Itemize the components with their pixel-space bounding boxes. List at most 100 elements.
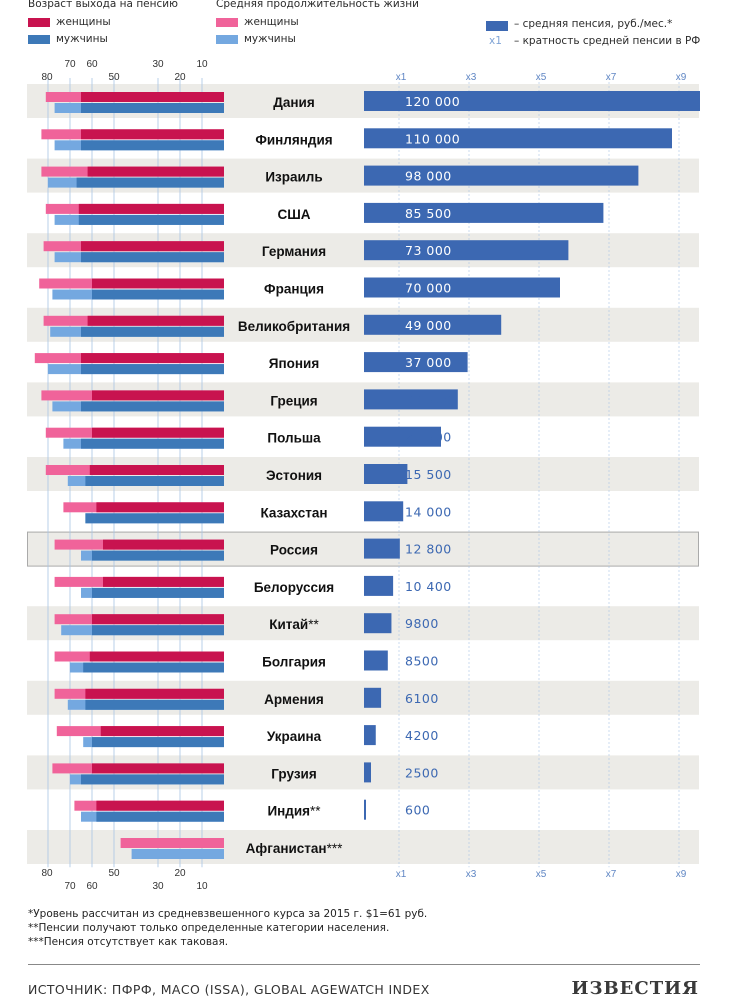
- pension-value: 6100: [405, 691, 439, 706]
- country-name: Польша: [267, 431, 321, 446]
- pension-bar: [364, 650, 388, 671]
- pension-value: 27 500: [405, 430, 452, 445]
- country-name: США: [277, 207, 310, 222]
- retire-men-bar: [92, 587, 224, 598]
- age-tick-label: 60: [86, 59, 98, 70]
- retire-men-bar: [92, 625, 224, 636]
- retire-men-bar: [85, 513, 225, 524]
- pension-legend: – средняя пенсия, руб./мес.*: [514, 18, 673, 30]
- multiple-tick-label: x3: [466, 869, 477, 880]
- country-name: Эстония: [266, 468, 322, 483]
- life-women-legend: женщины: [244, 16, 299, 28]
- izvestia-logo: ИЗВЕСТИЯ: [571, 978, 699, 999]
- retire-men-bar: [76, 177, 224, 188]
- pension-value: 2500: [405, 765, 439, 780]
- country-name: Афганистан***: [246, 841, 343, 856]
- pension-value: 12 800: [405, 542, 452, 557]
- retire-men-swatch: [28, 35, 50, 44]
- multiple-tick-label: x9: [676, 72, 687, 83]
- retire-men-bar: [81, 774, 224, 785]
- retire-women-bar: [81, 353, 224, 364]
- retire-men-bar: [81, 326, 224, 337]
- pension-bar: [364, 314, 502, 335]
- country-name: Армения: [264, 692, 324, 707]
- pension-bar: [364, 128, 672, 149]
- age-tick-label: 60: [86, 881, 98, 892]
- pension-value: 14 000: [405, 504, 452, 519]
- country-name: Франция: [264, 282, 324, 297]
- retire-women-bar: [81, 241, 224, 252]
- retire-women-bar: [103, 576, 224, 587]
- country-name: Индия**: [267, 804, 321, 819]
- age-tick-label: 20: [174, 868, 186, 879]
- retire-men-bar: [92, 737, 224, 748]
- retire-men-bar: [81, 438, 224, 449]
- age-tick-label: 50: [108, 72, 120, 83]
- retire-women-bar: [89, 651, 224, 662]
- pension-value: 10 400: [405, 579, 452, 594]
- country-name: Израиль: [265, 170, 322, 185]
- source-line: ИСТОЧНИК: ПФРФ, МАСО (ISSA), GLOBAL AGEW…: [28, 982, 430, 997]
- country-name: Белоруссия: [254, 580, 334, 595]
- retire-women-bar: [92, 427, 224, 438]
- pension-bar: [364, 202, 604, 223]
- footnote-mark: **: [310, 804, 321, 819]
- retire-women-bar: [92, 278, 224, 289]
- pension-chart: 80 70 60 50 30 20 10 x1 x3 x5 x7 x9 80 70 60 50 30 20 10 x1…: [27, 59, 700, 892]
- retire-men-bar: [92, 550, 224, 561]
- multiple-legend: – кратность средней пенсии в РФ: [514, 35, 701, 47]
- pension-bar: [364, 762, 371, 783]
- retire-women-bar: [92, 763, 224, 774]
- footnote-2: **Пенсии получают только определенные ка…: [28, 922, 390, 934]
- country-name: Грузия: [271, 766, 316, 781]
- retire-women-bar: [96, 800, 224, 811]
- pension-value: 8500: [405, 654, 439, 669]
- retire-women-bar: [81, 129, 224, 140]
- life-legend-title: Средняя продолжительность жизни: [216, 0, 419, 10]
- pension-bar: [364, 389, 458, 410]
- age-tick-label: 30: [152, 59, 164, 70]
- multiple-tick-label: x3: [466, 72, 477, 83]
- pension-value: 73 000: [405, 243, 452, 258]
- pension-value: 120 000: [405, 94, 460, 109]
- retire-women-bar: [92, 614, 224, 625]
- retire-women-bar: [100, 726, 224, 737]
- retire-women-bar: [78, 203, 224, 214]
- pension-bar: [364, 538, 400, 559]
- pension-value: 70 000: [405, 281, 452, 296]
- age-tick-label: 80: [41, 868, 53, 879]
- age-tick-label: 70: [64, 881, 76, 892]
- pension-bar: [364, 613, 392, 634]
- age-tick-label: 70: [64, 59, 76, 70]
- retire-women-legend: женщины: [56, 16, 111, 28]
- pension-bar: [364, 165, 639, 186]
- pension-bar: [364, 725, 376, 746]
- country-name: Болгария: [262, 655, 326, 670]
- multiple-tick-label: x1: [396, 869, 407, 880]
- pension-bar: [364, 464, 408, 484]
- pension-bar: [364, 91, 700, 111]
- pension-swatch: [486, 21, 508, 31]
- retire-men-bar: [81, 103, 224, 113]
- life-men-bar: [131, 849, 224, 859]
- pension-value: 49 000: [405, 318, 452, 333]
- pension-value: 37 000: [405, 355, 452, 370]
- pension-value: 110 000: [405, 131, 460, 146]
- retire-men-bar: [85, 699, 225, 710]
- country-name: Украина: [267, 729, 322, 744]
- pension-value: 33 500: [405, 392, 452, 407]
- retire-women-swatch: [28, 18, 50, 27]
- multiple-tick-label: x5: [536, 72, 547, 83]
- pension-bar: [364, 501, 404, 522]
- country-name: Китай**: [269, 617, 319, 632]
- retire-men-bar: [85, 476, 225, 486]
- footnote-mark: ***: [327, 841, 344, 856]
- retire-women-bar: [89, 465, 224, 475]
- pension-value: 4200: [405, 728, 439, 743]
- pension-value: 15 500: [405, 467, 452, 482]
- retire-men-bar: [92, 289, 224, 300]
- multiple-symbol: x1: [489, 35, 502, 47]
- pension-bar: [364, 575, 394, 596]
- retire-men-bar: [78, 214, 224, 225]
- retire-men-bar: [96, 811, 224, 822]
